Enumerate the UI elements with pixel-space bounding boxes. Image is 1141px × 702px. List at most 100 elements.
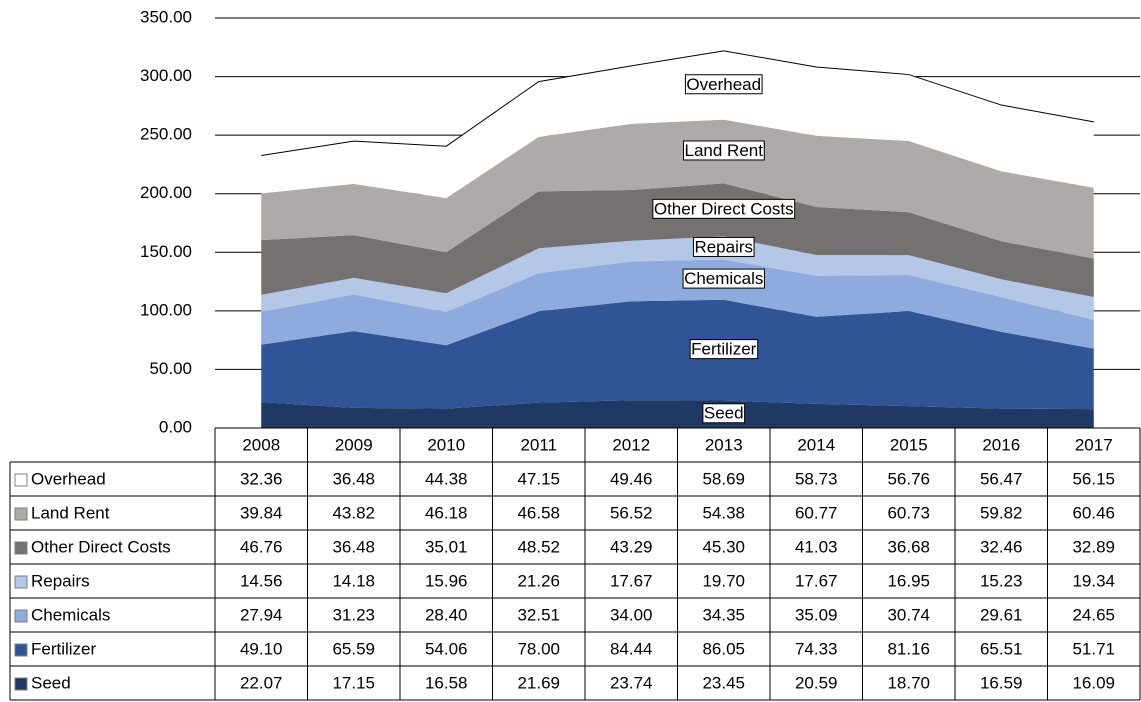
table-value: 34.00 — [610, 605, 653, 624]
series-label-text: Overhead — [686, 75, 761, 94]
series-label: Overhead — [684, 74, 763, 95]
series-label: Other Direct Costs — [652, 198, 796, 219]
series-label-text: Land Rent — [685, 141, 764, 160]
table-value: 45.30 — [702, 537, 745, 556]
table-value: 32.89 — [1072, 537, 1115, 556]
series-label: Seed — [702, 403, 746, 424]
table-value: 49.46 — [610, 469, 653, 488]
table-value: 32.46 — [980, 537, 1023, 556]
table-value: 59.82 — [980, 503, 1023, 522]
table-value: 35.01 — [425, 537, 468, 556]
legend-swatch — [14, 609, 28, 623]
table-value: 23.45 — [702, 673, 745, 692]
x-tick-label: 2010 — [427, 435, 465, 454]
table-value: 84.44 — [610, 639, 653, 658]
table-value: 27.94 — [240, 605, 283, 624]
legend-swatch — [14, 507, 28, 521]
table-value: 65.51 — [980, 639, 1023, 658]
legend-label: Seed — [31, 673, 71, 692]
area — [261, 119, 1094, 259]
table-value: 29.61 — [980, 605, 1023, 624]
series-label-box — [702, 403, 746, 424]
table-value: 46.58 — [517, 503, 560, 522]
area — [261, 183, 1094, 298]
legend-label: Repairs — [31, 571, 90, 590]
series-label-text: Repairs — [694, 237, 753, 256]
table-value: 21.26 — [517, 571, 560, 590]
table-value: 30.74 — [887, 605, 930, 624]
series-label-text: Seed — [704, 404, 744, 423]
table-value: 17.67 — [795, 571, 838, 590]
table-value: 48.52 — [517, 537, 560, 556]
table-value: 58.69 — [702, 469, 745, 488]
series-label: Repairs — [692, 236, 755, 257]
table-value: 16.59 — [980, 673, 1023, 692]
table-value: 24.65 — [1072, 605, 1115, 624]
area — [261, 400, 1094, 428]
legend-swatch — [14, 677, 28, 691]
table-value: 39.84 — [240, 503, 283, 522]
table-value: 56.47 — [980, 469, 1023, 488]
area — [261, 236, 1094, 320]
table-value: 22.07 — [240, 673, 283, 692]
legend-swatch — [14, 575, 28, 589]
series-label: Land Rent — [683, 140, 765, 161]
table-value: 36.48 — [332, 537, 375, 556]
y-tick-label: 0.00 — [159, 417, 192, 436]
table-value: 31.23 — [332, 605, 375, 624]
series-label-box — [692, 236, 755, 257]
y-tick-label: 350.00 — [140, 7, 192, 26]
table-value: 47.15 — [517, 469, 560, 488]
table-value: 14.56 — [240, 571, 283, 590]
table-value: 51.71 — [1072, 639, 1115, 658]
table-value: 58.73 — [795, 469, 838, 488]
area-outline — [261, 50, 1094, 156]
y-tick-label: 150.00 — [140, 242, 192, 261]
table-value: 32.51 — [517, 605, 560, 624]
series-label: Fertilizer — [689, 339, 759, 360]
table-value: 18.70 — [887, 673, 930, 692]
table-value: 81.16 — [887, 639, 930, 658]
table-value: 23.74 — [610, 673, 653, 692]
x-tick-label: 2017 — [1075, 435, 1113, 454]
table-value: 86.05 — [702, 639, 745, 658]
table-value: 36.68 — [887, 537, 930, 556]
series-label-text: Fertilizer — [691, 340, 757, 359]
table-value: 28.40 — [425, 605, 468, 624]
table-value: 60.46 — [1072, 503, 1115, 522]
table-value: 35.09 — [795, 605, 838, 624]
area — [261, 259, 1094, 349]
series-label-box — [684, 74, 763, 95]
table-value: 16.95 — [887, 571, 930, 590]
table-value: 15.23 — [980, 571, 1023, 590]
table-value: 65.59 — [332, 639, 375, 658]
table-value: 19.34 — [1072, 571, 1115, 590]
table-value: 60.73 — [887, 503, 930, 522]
table-value: 16.58 — [425, 673, 468, 692]
y-tick-label: 200.00 — [140, 183, 192, 202]
y-tick-label: 100.00 — [140, 300, 192, 319]
table-value: 19.70 — [702, 571, 745, 590]
legend-label: Overhead — [31, 469, 106, 488]
table-value: 46.76 — [240, 537, 283, 556]
table-value: 17.67 — [610, 571, 653, 590]
series-label-text: Other Direct Costs — [654, 199, 794, 218]
series-label-box — [689, 339, 759, 360]
series-label-box — [652, 198, 796, 219]
table-value: 21.69 — [517, 673, 560, 692]
table-value: 78.00 — [517, 639, 560, 658]
legend-swatch — [14, 541, 28, 555]
table-value: 41.03 — [795, 537, 838, 556]
table-value: 34.35 — [702, 605, 745, 624]
series-label-box — [683, 140, 765, 161]
table-value: 60.77 — [795, 503, 838, 522]
legend-label: Land Rent — [31, 503, 110, 522]
area — [261, 50, 1094, 199]
table-value: 44.38 — [425, 469, 468, 488]
x-tick-label: 2013 — [705, 435, 743, 454]
x-tick-label: 2012 — [612, 435, 650, 454]
table-value: 43.29 — [610, 537, 653, 556]
table-value: 74.33 — [795, 639, 838, 658]
legend-label: Fertilizer — [31, 639, 97, 658]
